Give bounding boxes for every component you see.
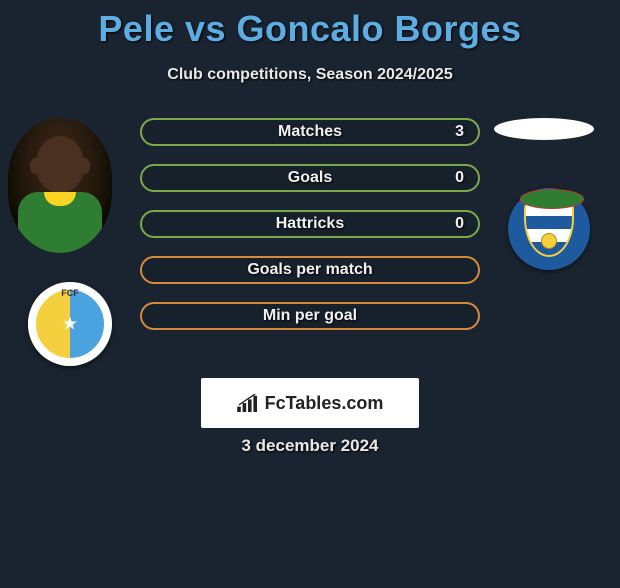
- stat-row-goals: Goals 0: [140, 164, 480, 192]
- bar-label: Min per goal: [140, 302, 480, 330]
- bar-label: Hattricks: [140, 210, 480, 238]
- stat-row-hattricks: Hattricks 0: [140, 210, 480, 238]
- bar-value: 3: [455, 118, 464, 146]
- crest-ball-icon: [541, 233, 557, 249]
- club-crest-left: FCF ★: [28, 282, 112, 366]
- stat-bars: Matches 3 Goals 0 Hattricks 0 Goals per …: [140, 118, 480, 348]
- club-crest-right: [508, 188, 590, 270]
- chart-icon: [237, 394, 259, 412]
- avatar-ear: [30, 158, 40, 174]
- page-title: Pele vs Goncalo Borges: [0, 8, 620, 50]
- comparison-panel: FCF ★ Matches 3 Goals 0 Hattricks 0 Goal…: [0, 118, 620, 378]
- player-avatar-right-placeholder: [494, 118, 594, 140]
- branding-box: FcTables.com: [201, 378, 419, 428]
- avatar-ear: [80, 158, 90, 174]
- stat-row-goals-per-match: Goals per match: [140, 256, 480, 284]
- stat-row-min-per-goal: Min per goal: [140, 302, 480, 330]
- bar-label: Goals: [140, 164, 480, 192]
- avatar-head: [36, 136, 84, 192]
- bar-value: 0: [455, 210, 464, 238]
- crest-shield: [524, 201, 574, 257]
- subtitle: Club competitions, Season 2024/2025: [0, 66, 620, 84]
- bar-label: Goals per match: [140, 256, 480, 284]
- crest-text: FCF: [28, 288, 112, 298]
- bar-label: Matches: [140, 118, 480, 146]
- date-text: 3 december 2024: [0, 436, 620, 456]
- branding-text: FcTables.com: [265, 393, 384, 414]
- crest-star-icon: ★: [62, 314, 78, 335]
- stat-row-matches: Matches 3: [140, 118, 480, 146]
- bar-value: 0: [455, 164, 464, 192]
- player-avatar-left: [8, 118, 112, 253]
